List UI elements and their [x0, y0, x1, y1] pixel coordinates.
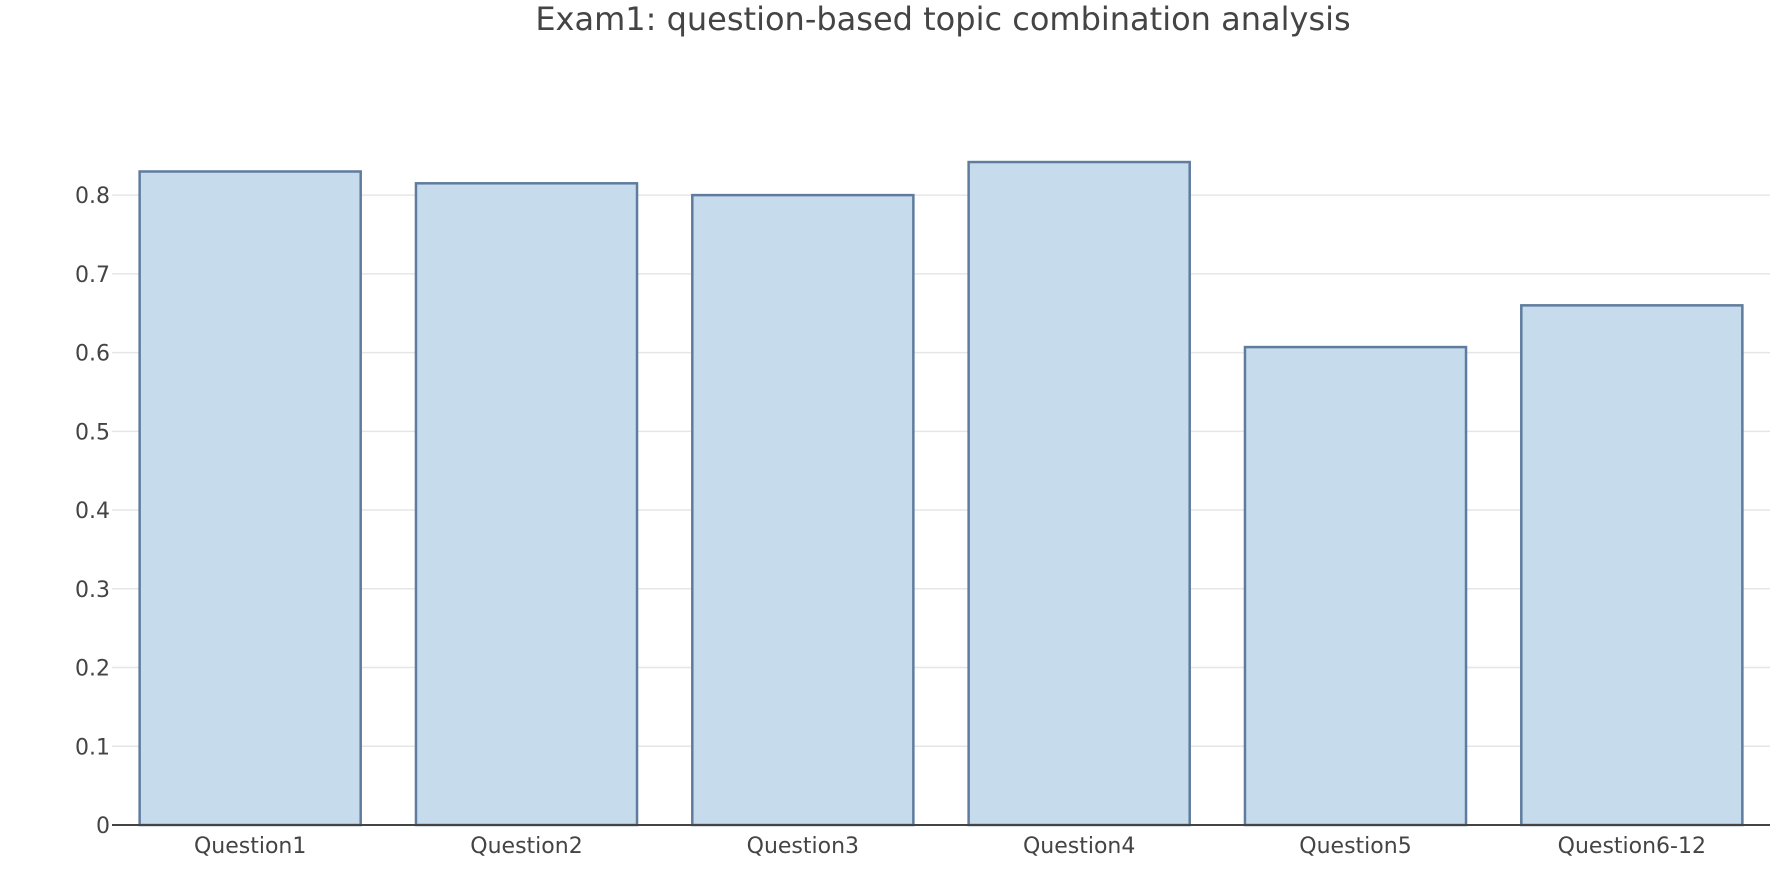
x-tick-label: Question2: [470, 834, 582, 859]
x-axis-ticks: Question1 Question2 Question3 Question4 Ques…: [194, 834, 1706, 859]
y-tick-label: 0.2: [75, 657, 110, 682]
bar-question2[interactable]: [414, 182, 639, 827]
bar-question1[interactable]: [138, 170, 362, 827]
bar-question5[interactable]: [1243, 345, 1468, 827]
x-tick-label: Question1: [194, 834, 306, 859]
gridlines: [112, 194, 1770, 748]
chart-title: Exam1: question-based topic combination …: [535, 0, 1350, 38]
x-tick-label: Question4: [1023, 834, 1135, 859]
bars: [138, 160, 1744, 827]
x-tick-label: Question3: [747, 834, 859, 859]
y-tick-label: 0: [96, 814, 110, 839]
x-tick-label: Question5: [1299, 834, 1411, 859]
x-tick-label: Question6-12: [1558, 834, 1706, 859]
y-tick-label: 0.8: [75, 184, 110, 209]
y-tick-label: 0.3: [75, 578, 110, 603]
y-axis-ticks: 0 0.1 0.2 0.3 0.4 0.5 0.6 0.7 0.8: [75, 184, 110, 839]
y-tick-label: 0.7: [75, 263, 110, 288]
y-tick-label: 0.5: [75, 420, 110, 445]
y-tick-label: 0.6: [75, 342, 110, 367]
bar-question6-12[interactable]: [1520, 304, 1744, 827]
bar-question3[interactable]: [691, 193, 915, 827]
y-tick-label: 0.1: [75, 735, 110, 760]
bar-question4[interactable]: [967, 160, 1191, 827]
y-tick-label: 0.4: [75, 499, 110, 524]
